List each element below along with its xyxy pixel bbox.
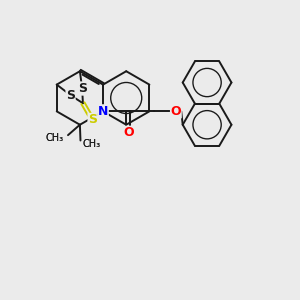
Text: N: N [98,105,108,118]
Text: CH₃: CH₃ [83,139,101,149]
Text: S: S [66,89,75,102]
Text: O: O [123,126,134,139]
Text: S: S [88,113,97,127]
Text: CH₃: CH₃ [45,133,64,143]
Text: S: S [78,82,87,95]
Text: N: N [98,105,108,118]
Text: CH₃: CH₃ [83,139,101,149]
Text: S: S [88,113,97,127]
Text: O: O [171,105,181,118]
Text: O: O [123,126,134,139]
Text: S: S [66,89,75,102]
Text: CH₃: CH₃ [45,133,64,143]
Text: S: S [78,82,87,95]
Text: O: O [171,105,181,118]
